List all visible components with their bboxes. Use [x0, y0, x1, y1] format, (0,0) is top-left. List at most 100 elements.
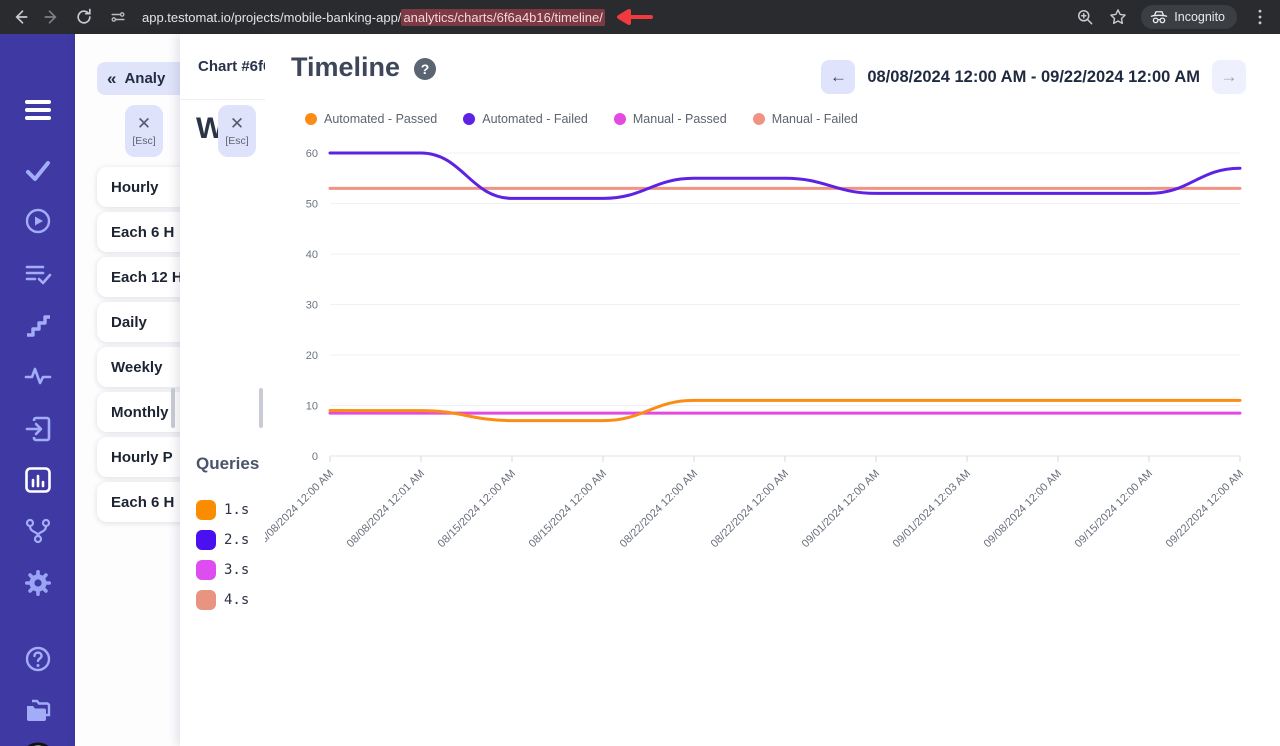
- url-text: app.testomat.io/projects/mobile-banking-…: [142, 9, 402, 25]
- browser-reload-icon[interactable]: [74, 7, 94, 27]
- query-label: 1.s: [224, 502, 250, 518]
- period-item-daily[interactable]: Daily: [97, 302, 180, 342]
- back-to-analytics-label: Analy: [124, 70, 166, 87]
- help-icon[interactable]: [24, 645, 52, 673]
- app-sidebar: [0, 34, 75, 746]
- svg-text:10: 10: [306, 401, 318, 413]
- period-label: Each 12 H: [111, 268, 180, 286]
- bar-chart-icon[interactable]: [24, 466, 52, 494]
- periods-drawer: « Analy ✕ [Esc] Hourly Each 6 H Each 12 …: [75, 34, 180, 746]
- list-check-icon[interactable]: [24, 260, 52, 288]
- sign-in-icon[interactable]: [24, 415, 52, 443]
- svg-text:08/15/2024 12:00 AM: 08/15/2024 12:00 AM: [436, 468, 518, 550]
- period-item-each-6h[interactable]: Each 6 H: [97, 212, 180, 252]
- query-item-4[interactable]: 4.s: [196, 590, 249, 610]
- page-title: Timeline: [291, 52, 401, 82]
- next-range-button[interactable]: →: [1212, 60, 1246, 94]
- close-chart-drawer-button[interactable]: ✕ [Esc]: [218, 105, 256, 157]
- query-color-swatch: [196, 500, 216, 520]
- period-item-each-12h[interactable]: Each 12 H: [97, 257, 180, 297]
- address-bar[interactable]: app.testomat.io/projects/mobile-banking-…: [142, 8, 653, 26]
- folders-icon[interactable]: [24, 697, 52, 725]
- legend-dot-icon: [613, 113, 626, 125]
- query-item-3[interactable]: 3.s: [196, 560, 249, 580]
- period-item-monthly[interactable]: Monthly: [97, 392, 180, 432]
- period-label: Hourly P: [111, 448, 173, 466]
- svg-text:60: 60: [306, 148, 318, 160]
- zoom-icon[interactable]: [1075, 7, 1095, 27]
- svg-text:08/22/2024 12:00 AM: 08/22/2024 12:00 AM: [709, 468, 791, 550]
- query-item-1[interactable]: 1.s: [196, 500, 249, 520]
- incognito-icon: [1151, 11, 1168, 24]
- legend-dot-icon: [305, 113, 317, 125]
- close-icon: ✕: [136, 114, 152, 133]
- period-label: Each 6 H: [111, 223, 175, 241]
- svg-text:09/01/2024 12:03 AM: 09/01/2024 12:03 AM: [891, 468, 973, 550]
- url-highlighted-segment: analytics/charts/6f6a4b16/timeline/: [401, 8, 605, 26]
- prev-range-button[interactable]: ←: [821, 60, 856, 94]
- svg-text:40: 40: [306, 249, 318, 261]
- back-to-analytics-button[interactable]: « Analy: [97, 62, 180, 95]
- help-icon[interactable]: ?: [414, 58, 437, 80]
- svg-text:09/15/2024 12:00 AM: 09/15/2024 12:00 AM: [1073, 468, 1155, 550]
- legend-item[interactable]: Manual - Passed: [613, 112, 727, 126]
- chart-drawer-title: Chart #6f6: [180, 34, 265, 100]
- browser-toolbar: app.testomat.io/projects/mobile-banking-…: [0, 0, 1280, 34]
- legend-item[interactable]: Automated - Failed: [463, 112, 588, 126]
- legend-item[interactable]: Manual - Failed: [752, 112, 858, 126]
- pulse-icon[interactable]: [24, 362, 52, 390]
- chart-legend: Automated - Passed Automated - Failed Manu…: [305, 112, 858, 126]
- queries-heading: Queries: [196, 454, 260, 473]
- check-icon[interactable]: [24, 157, 52, 185]
- svg-text:08/08/2024 12:00 AM: 08/08/2024 12:00 AM: [265, 468, 336, 550]
- esc-hint: [Esc]: [225, 135, 249, 147]
- svg-text:08/22/2024 12:00 AM: 08/22/2024 12:00 AM: [618, 468, 700, 550]
- svg-text:09/22/2024 12:00 AM: 09/22/2024 12:00 AM: [1164, 468, 1246, 550]
- legend-item[interactable]: Automated - Passed: [305, 112, 437, 126]
- testomat-logo[interactable]: [20, 742, 56, 746]
- svg-text:08/08/2024 12:01 AM: 08/08/2024 12:01 AM: [345, 468, 427, 550]
- period-item-hourly-p[interactable]: Hourly P: [97, 437, 180, 477]
- query-color-swatch: [196, 590, 216, 610]
- period-label: Daily: [111, 313, 147, 331]
- legend-label: Manual - Failed: [771, 112, 858, 126]
- browser-menu-icon[interactable]: [1250, 7, 1270, 27]
- red-annotation-arrow-icon: [616, 9, 653, 25]
- bookmark-star-icon[interactable]: [1108, 7, 1128, 27]
- date-range-label: 08/08/2024 12:00 AM - 09/22/2024 12:00 A…: [867, 67, 1200, 86]
- period-item-hourly[interactable]: Hourly: [97, 167, 180, 207]
- period-item-each-6h-2[interactable]: Each 6 H: [97, 482, 180, 522]
- query-label: 4.s: [224, 592, 250, 608]
- query-item-2[interactable]: 2.s: [196, 530, 249, 550]
- svg-text:30: 30: [306, 300, 318, 312]
- drawer1-scrollbar[interactable]: [171, 388, 175, 428]
- chart-drawer: Chart #6f6 W ✕ [Esc] Queries 1.s 2.s 3.s…: [180, 34, 265, 746]
- legend-label: Automated - Failed: [482, 112, 588, 126]
- period-label: Each 6 H: [111, 493, 175, 511]
- branch-icon[interactable]: [24, 517, 52, 545]
- period-item-weekly[interactable]: Weekly: [97, 347, 180, 387]
- date-range-nav: ← 08/08/2024 12:00 AM - 09/22/2024 12:00…: [821, 60, 1246, 94]
- svg-text:09/08/2024 12:00 AM: 09/08/2024 12:00 AM: [982, 468, 1064, 550]
- esc-hint: [Esc]: [132, 135, 156, 147]
- menu-icon[interactable]: [24, 96, 52, 124]
- query-label: 2.s: [224, 532, 250, 548]
- site-settings-icon[interactable]: [108, 7, 128, 27]
- drawer2-scrollbar[interactable]: [259, 388, 263, 428]
- gear-icon[interactable]: [24, 569, 52, 597]
- incognito-label: Incognito: [1174, 10, 1225, 24]
- legend-label: Manual - Passed: [632, 112, 727, 126]
- svg-text:0: 0: [312, 451, 318, 463]
- period-label: Monthly: [111, 403, 169, 421]
- close-drawer-button[interactable]: ✕ [Esc]: [125, 105, 163, 157]
- browser-forward-icon[interactable]: [42, 7, 62, 27]
- browser-back-icon[interactable]: [10, 7, 30, 27]
- svg-text:09/01/2024 12:00 AM: 09/01/2024 12:00 AM: [800, 468, 882, 550]
- period-label: Weekly: [111, 358, 163, 376]
- query-label: 3.s: [224, 562, 250, 578]
- close-icon: ✕: [229, 114, 245, 133]
- timeline-line-chart[interactable]: 0 10 20 30 40 50 60 08/08/2024 12:00 AM 08/08/20…: [265, 140, 1280, 576]
- play-circle-icon[interactable]: [24, 207, 52, 235]
- steps-icon[interactable]: [24, 311, 52, 339]
- period-label: Hourly: [111, 178, 159, 196]
